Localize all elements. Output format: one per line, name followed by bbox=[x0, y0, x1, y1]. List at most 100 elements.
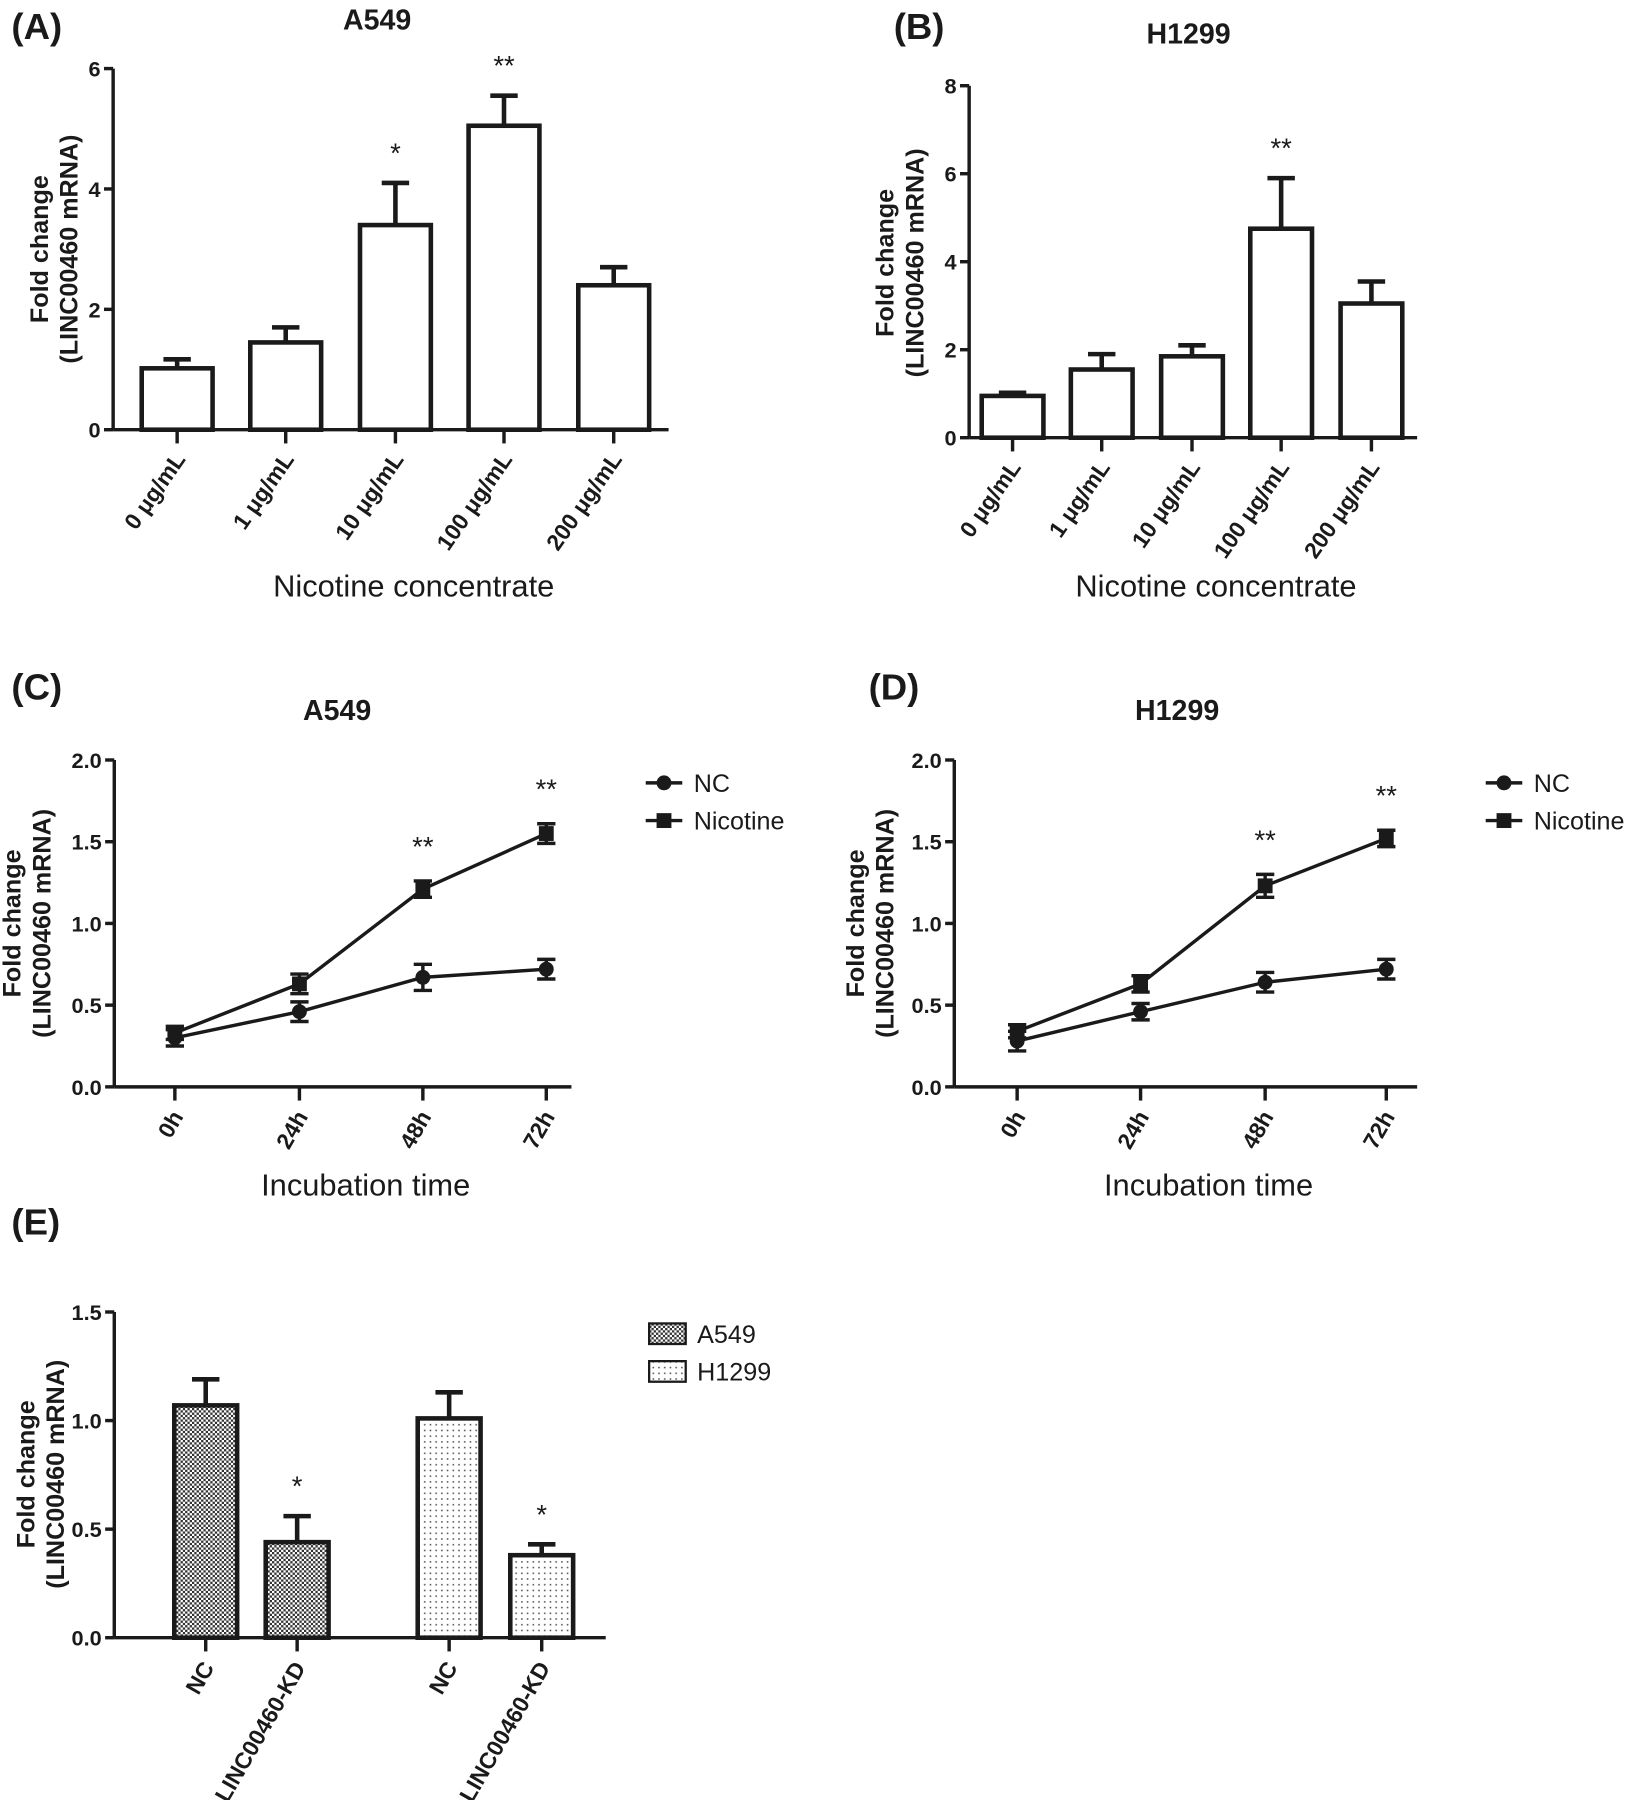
y-tick-label: 8 bbox=[944, 74, 956, 99]
data-point-circle bbox=[1133, 1004, 1148, 1020]
bar bbox=[263, 1539, 331, 1641]
series-line bbox=[1016, 836, 1387, 1033]
y-axis-label: Fold change bbox=[842, 849, 870, 997]
y-tick-label: 0.0 bbox=[912, 1075, 942, 1100]
y-axis-label: Fold change bbox=[0, 849, 27, 997]
y-tick-label: 0.5 bbox=[72, 993, 102, 1018]
bar bbox=[248, 340, 324, 432]
data-point-circle bbox=[292, 1004, 307, 1020]
bar bbox=[1068, 367, 1135, 441]
significance-marker: ** bbox=[1254, 824, 1276, 855]
panel-label: (D) bbox=[869, 666, 920, 707]
x-tick-label: 72h bbox=[1358, 1106, 1400, 1153]
data-point-square bbox=[415, 881, 431, 897]
x-axis-label: Nicotine concentrate bbox=[1075, 569, 1356, 604]
y-tick-label: 2 bbox=[944, 338, 956, 363]
series-line bbox=[174, 831, 547, 1035]
data-point-square bbox=[1257, 878, 1273, 894]
significance-marker: * bbox=[536, 1499, 547, 1530]
x-tick-label: 48h bbox=[394, 1106, 436, 1153]
chart-panel-d: (D) H1299 Fold change (LINC00460 mRNA) 0.0 0.… bbox=[842, 666, 1624, 1202]
data-point-circle bbox=[1378, 961, 1394, 977]
data-point-circle bbox=[415, 969, 431, 985]
data-point-circle bbox=[538, 961, 554, 977]
bar bbox=[1338, 301, 1405, 441]
series-line bbox=[174, 967, 547, 1040]
x-tick-label: LINC00460-KD bbox=[209, 1657, 310, 1800]
bar bbox=[139, 366, 215, 432]
legend-swatch bbox=[648, 1322, 687, 1346]
x-tick-label: 10 μg/mL bbox=[1126, 455, 1205, 552]
y-tick-label: 1.5 bbox=[912, 830, 942, 855]
bar bbox=[466, 123, 542, 433]
chart-panel-a: (A) A549 Fold change (LINC00460 mRNA) 0 2 4 6 0 … bbox=[11, 5, 669, 604]
x-tick-label: NC bbox=[180, 1657, 219, 1699]
x-tick-label: 48h bbox=[1236, 1106, 1278, 1153]
data-point-square bbox=[1009, 1023, 1025, 1039]
data-point-square bbox=[167, 1025, 183, 1041]
x-tick-label: 0 μg/mL bbox=[119, 447, 191, 534]
y-axis-label: Fold change bbox=[26, 175, 54, 323]
chart-panel-c: (C) A549 Fold change (LINC00460 mRNA) 0.0 0.5… bbox=[0, 666, 784, 1202]
significance-marker: ** bbox=[1376, 780, 1398, 811]
y-tick-label: 6 bbox=[88, 57, 100, 82]
x-tick-label: 0 μg/mL bbox=[954, 455, 1026, 542]
x-tick-label: 200 μg/mL bbox=[541, 447, 627, 555]
significance-marker: ** bbox=[493, 50, 515, 81]
bar bbox=[979, 393, 1046, 440]
x-tick-label: 10 μg/mL bbox=[330, 447, 409, 544]
legend-marker-square bbox=[656, 813, 672, 828]
y-axis-label: (LINC00460 mRNA) bbox=[28, 809, 56, 1038]
bar bbox=[507, 1552, 576, 1641]
data-point-square bbox=[1378, 831, 1394, 846]
y-tick-label: 2.0 bbox=[72, 748, 102, 773]
y-tick-label: 2.0 bbox=[912, 748, 942, 773]
x-axis-label: Incubation time bbox=[1104, 1167, 1313, 1202]
y-axis-label: Fold change bbox=[872, 189, 900, 337]
legend-marker-circle bbox=[656, 775, 672, 791]
bar bbox=[576, 282, 652, 433]
y-tick-label: 0 bbox=[944, 426, 956, 451]
chart-title: A549 bbox=[303, 695, 371, 727]
y-tick-label: 2 bbox=[88, 297, 100, 322]
legend-label: H1299 bbox=[697, 1359, 771, 1387]
significance-marker: * bbox=[390, 137, 401, 168]
legend-swatch bbox=[648, 1360, 687, 1383]
y-tick-label: 4 bbox=[944, 250, 956, 275]
y-tick-label: 0.5 bbox=[912, 993, 942, 1018]
x-tick-label: 100 μg/mL bbox=[431, 447, 517, 555]
legend-marker-square bbox=[1496, 813, 1512, 828]
x-tick-label: 1 μg/mL bbox=[227, 447, 299, 534]
legend-label: Nicotine bbox=[694, 808, 785, 836]
chart-title: H1299 bbox=[1135, 695, 1219, 727]
chart-panel-e: (E) Fold change (LINC00460 mRNA) 0.0 0.5 1.0 1… bbox=[11, 1201, 771, 1800]
y-axis-label: (LINC00460 mRNA) bbox=[42, 1360, 70, 1589]
panel-label: (E) bbox=[11, 1201, 60, 1242]
significance-marker: * bbox=[292, 1471, 303, 1502]
y-tick-label: 6 bbox=[944, 162, 956, 187]
bar bbox=[357, 222, 434, 432]
x-axis-label: Incubation time bbox=[261, 1167, 470, 1202]
chart-panel-b: (B) H1299 Fold change (LINC00460 mRNA) 0 2 4 6 8… bbox=[872, 6, 1418, 604]
data-point-square bbox=[538, 826, 554, 841]
series-line bbox=[1016, 967, 1387, 1043]
y-axis-label: (LINC00460 mRNA) bbox=[56, 135, 84, 364]
legend-label: NC bbox=[1534, 770, 1570, 798]
y-tick-label: 0 bbox=[88, 418, 100, 443]
y-axis-label: Fold change bbox=[12, 1400, 40, 1548]
x-tick-label: NC bbox=[424, 1657, 463, 1699]
x-tick-label: 0h bbox=[995, 1106, 1031, 1142]
panel-label: (A) bbox=[11, 6, 62, 47]
bar bbox=[415, 1416, 483, 1640]
x-axis-label: Nicotine concentrate bbox=[273, 569, 554, 604]
x-tick-label: 1 μg/mL bbox=[1043, 455, 1115, 542]
legend-label: A549 bbox=[697, 1321, 756, 1349]
y-axis-label: (LINC00460 mRNA) bbox=[901, 148, 929, 377]
x-tick-label: 100 μg/mL bbox=[1208, 455, 1294, 563]
data-point-square bbox=[292, 976, 307, 992]
y-tick-label: 0.5 bbox=[72, 1517, 102, 1542]
y-tick-label: 1.0 bbox=[72, 1409, 102, 1434]
legend-label: NC bbox=[694, 770, 730, 798]
y-tick-label: 4 bbox=[88, 177, 100, 202]
